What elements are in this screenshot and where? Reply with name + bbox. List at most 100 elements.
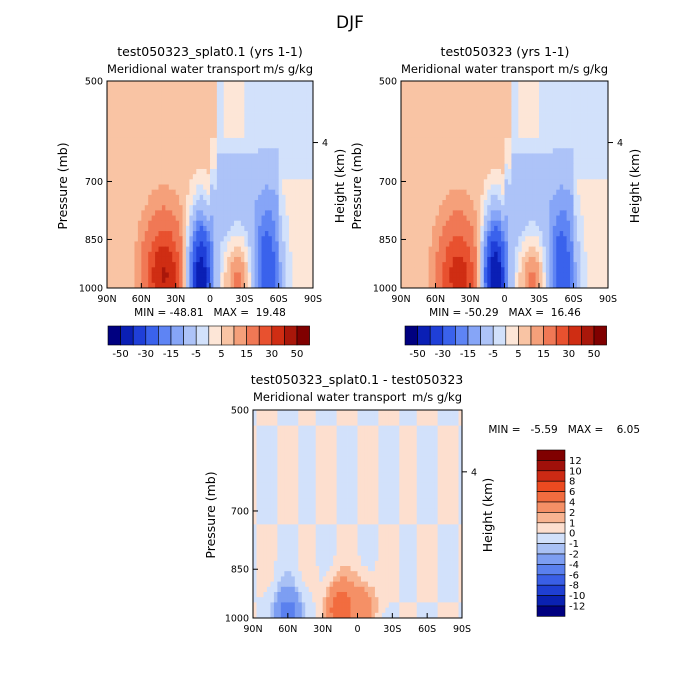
field-cell [590, 153, 595, 160]
field-cell [237, 256, 242, 263]
field-cell [414, 158, 419, 165]
field-cell [277, 415, 282, 421]
field-cell [466, 246, 471, 253]
field-cell [414, 179, 419, 185]
field-cell [220, 158, 225, 165]
field-cell [411, 184, 416, 191]
field-cell [124, 277, 128, 284]
field-cell [282, 231, 286, 237]
field-cell [206, 101, 211, 108]
field-cell [254, 200, 259, 206]
field-cell [282, 91, 286, 97]
field-cell [110, 210, 115, 216]
field-cell [414, 189, 419, 196]
field-cell [227, 153, 231, 160]
field-cell [421, 236, 426, 242]
field-cell [120, 96, 125, 103]
field-cell [223, 174, 228, 180]
field-cell [302, 174, 307, 180]
field-cell [155, 132, 159, 139]
field-cell [137, 153, 142, 160]
field-cell [438, 194, 443, 201]
field-cell [309, 86, 314, 92]
field-cell [559, 153, 564, 160]
field-cell [573, 158, 578, 165]
field-cell [213, 210, 218, 216]
field-cell [559, 225, 564, 232]
field-cell [466, 251, 471, 258]
field-cell [124, 205, 128, 211]
field-cell [151, 143, 156, 149]
field-cell [532, 210, 536, 216]
field-cell [597, 122, 602, 128]
field-cell [428, 137, 433, 144]
field-cell [210, 241, 214, 247]
field-cell [432, 101, 436, 108]
field-cell [107, 96, 111, 103]
field-cell [539, 137, 543, 144]
field-cell [580, 184, 585, 191]
field-cell [507, 96, 512, 103]
field-cell [539, 225, 543, 232]
field-cell [583, 241, 588, 247]
field-cell [473, 81, 478, 87]
field-cell [466, 101, 471, 108]
field-cell [583, 215, 588, 222]
field-cell [127, 262, 132, 268]
field-cell [552, 205, 557, 211]
field-cell [295, 184, 300, 191]
field-cell [302, 112, 307, 118]
field-cell [278, 251, 283, 258]
field-cell [573, 267, 578, 273]
field-cell [470, 143, 474, 149]
field-cell [144, 91, 149, 97]
field-cell [539, 231, 543, 237]
field-cell [490, 174, 495, 180]
field-cell [271, 262, 276, 268]
field-cell [254, 267, 259, 273]
field-cell [234, 122, 238, 128]
field-cell [120, 215, 125, 222]
field-cell [563, 112, 567, 118]
field-cell [597, 179, 602, 185]
field-cell [168, 143, 173, 149]
field-cell [466, 205, 471, 211]
field-cell [594, 241, 599, 247]
field-cell [199, 184, 204, 191]
field-cell [449, 184, 454, 191]
field-cell [230, 112, 235, 118]
field-cell [483, 246, 488, 253]
field-cell [258, 91, 262, 97]
field-cell [234, 189, 238, 196]
field-cell [137, 277, 142, 284]
field-cell [113, 215, 118, 222]
field-cell [189, 158, 194, 165]
field-cell [158, 262, 163, 268]
field-cell [117, 262, 122, 268]
field-cell [601, 117, 605, 123]
field-cell [483, 220, 488, 227]
field-cell [566, 282, 571, 289]
field-cell [275, 210, 280, 216]
field-cell [284, 415, 289, 421]
field-cell [590, 132, 595, 139]
field-cell [521, 210, 526, 216]
field-cell [521, 122, 526, 128]
field-cell [223, 246, 228, 253]
field-cell [459, 132, 464, 139]
field-cell [528, 205, 533, 211]
field-cell [407, 246, 412, 253]
field-cell [542, 81, 547, 87]
field-cell [179, 132, 183, 139]
field-cell [192, 106, 197, 113]
field-cell [299, 122, 304, 128]
field-cell [282, 106, 286, 113]
field-cell [432, 215, 436, 222]
field-cell [127, 132, 132, 139]
field-cell [240, 241, 245, 247]
field-cell [452, 236, 457, 242]
field-cell [418, 117, 423, 123]
field-cell [438, 143, 443, 149]
field-cell [418, 220, 423, 227]
field-cell [107, 132, 111, 139]
